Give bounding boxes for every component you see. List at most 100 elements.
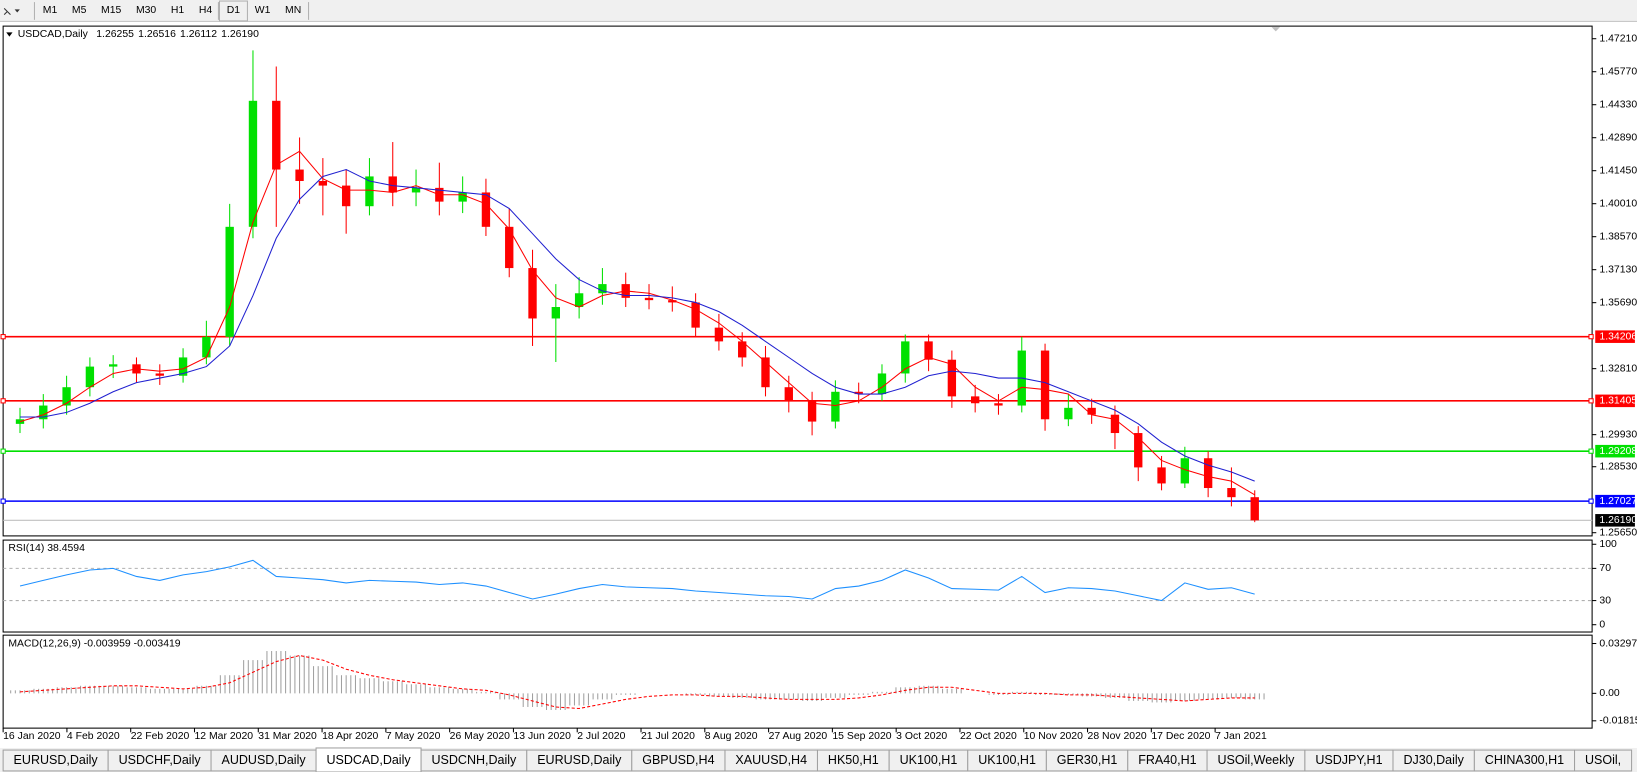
timeframe-label[interactable]: W1 [255,5,271,16]
tab-label[interactable]: GBPUSD,H4 [642,753,714,767]
symbol: USDCAD,Daily [18,29,89,40]
tab[interactable]: EURUSD,Daily [2,749,109,772]
tab-label[interactable]: AUDUSD,Daily [221,753,306,767]
macd-tick-label: -0.018154 [1599,716,1637,727]
y-tick-label: 1.45770 [1599,66,1637,77]
y-tick-label: 1.41450 [1599,165,1637,176]
level-tag [1595,330,1635,343]
toolbar [0,0,1637,22]
timeframe-label[interactable]: H1 [171,5,185,16]
tab-label[interactable]: CHINA300,H1 [1485,753,1564,767]
timeframe-button[interactable]: MN [285,5,301,16]
candle-body [39,405,48,420]
tab-label[interactable]: USDJPY,H1 [1315,753,1382,767]
tab[interactable]: XAUUSD,H4 [724,749,819,772]
tab[interactable]: DJ30,Daily [1392,749,1475,772]
timeframe-button[interactable]: M1 [33,2,58,20]
rsi-tick-label: 100 [1599,539,1617,550]
x-tick-label: 7 Jan 2021 [1215,731,1267,742]
level-handle [1588,498,1594,504]
tab[interactable]: GER30,H1 [1045,749,1129,772]
level-label: 1.31405 [1599,396,1637,407]
tab-label[interactable]: HK50,H1 [828,753,879,767]
timeframe-label[interactable]: MN [285,5,301,16]
tab-label[interactable]: USDCNH,Daily [432,753,518,767]
x-tick-label: 4 Feb 2020 [67,731,120,742]
tab[interactable]: USOil, [1574,749,1633,772]
candle-body [341,185,351,207]
tab[interactable]: USDCHF,Daily [107,749,212,772]
tab-label[interactable]: EURUSD,Daily [14,753,99,767]
tab[interactable]: EURUSD,Daily [526,749,633,772]
tab[interactable]: HK50,H1 [816,749,890,772]
candle-body [1157,467,1166,484]
y-tick-label: 1.25650 [1599,527,1637,538]
tab[interactable]: GBPUSD,H4 [631,749,726,772]
timeframe-button[interactable]: M30 [136,5,156,16]
level-handle [0,498,6,504]
candle-body [528,268,537,319]
tab[interactable]: CHINA300,H1 [1473,749,1576,772]
header-arrow [6,32,13,37]
tab-label[interactable]: USDCHF,Daily [119,753,202,767]
macd-panel [2,634,1593,729]
x-tick-label: 2 Jul 2020 [577,731,625,742]
tab[interactable]: USDJPY,H1 [1304,749,1394,772]
candle-body [318,181,328,186]
timeframe-label[interactable]: M30 [136,5,156,16]
tab-label[interactable]: USDCAD,Daily [327,753,412,767]
tab-label[interactable]: DJ30,Daily [1403,753,1464,767]
tab-background[interactable] [1574,749,1633,772]
tab-label[interactable]: XAUUSD,H4 [735,753,807,767]
candle-body [411,187,421,193]
timeframe-button[interactable]: M15 [101,5,121,16]
tool-icon[interactable] [3,7,11,15]
tab-label[interactable]: USOil, [1585,753,1621,767]
candle-body [62,387,71,406]
tab[interactable]: FRA40,H1 [1127,749,1208,772]
tab[interactable]: AUDUSD,Daily [210,749,317,772]
tabs: EURUSD,Daily USDCHF,Daily AUDUSD,Daily USDC… [2,747,1633,772]
timeframe-button[interactable]: W1 [255,5,271,16]
timeframe-button[interactable]: D1 [217,0,248,22]
candle-body [85,366,95,388]
y-tick-label: 1.35690 [1599,297,1637,308]
tab[interactable]: UK100,H1 [967,749,1047,772]
x-tick-label: 12 Mar 2020 [194,731,253,742]
x-tick-label: 18 Apr 2020 [322,731,378,742]
candle-body [877,373,887,395]
tab-background[interactable] [315,747,422,772]
tab[interactable]: USDCNH,Daily [420,749,528,772]
tab-label[interactable]: UK100,H1 [978,753,1036,767]
macd-tick-label: 0.032972 [1599,638,1637,649]
x-tick-label: 8 Aug 2020 [705,731,758,742]
tab-label[interactable]: USOil,Weekly [1218,753,1296,767]
candle-body [691,302,700,328]
tab-label[interactable]: GER30,H1 [1057,753,1118,767]
level-tag [1595,444,1635,458]
candle-body [109,364,118,367]
tab[interactable]: USDCAD,Daily [315,747,422,772]
candle-body [1134,433,1143,468]
dropdown-arrow[interactable] [14,9,20,13]
tab-label[interactable]: UK100,H1 [900,753,958,767]
timeframe-button[interactable]: H1 [171,5,185,16]
timeframe-label[interactable]: H4 [199,5,213,16]
tab-label[interactable]: FRA40,H1 [1138,753,1196,767]
timeframe-label[interactable]: M1 [43,5,58,16]
x-tick-label: 16 Jan 2020 [3,731,61,742]
timeframe-label[interactable]: M5 [72,5,87,16]
candle-body [854,391,863,395]
timeframe-label[interactable]: D1 [227,5,241,16]
tab[interactable]: USOil,Weekly [1206,749,1306,772]
timeframe-label[interactable]: M15 [101,5,121,16]
x-tick-label: 15 Sep 2020 [832,731,891,742]
x-tick-label: 10 Nov 2020 [1024,731,1083,742]
timeframe-button[interactable]: M5 [72,5,87,16]
x-tick-label: 13 Jun 2020 [513,731,571,742]
tab[interactable]: UK100,H1 [888,749,969,772]
timeframe-button[interactable]: H4 [199,5,213,16]
rsi-tick-label: 70 [1599,563,1611,574]
tab-label[interactable]: EURUSD,Daily [537,753,622,767]
